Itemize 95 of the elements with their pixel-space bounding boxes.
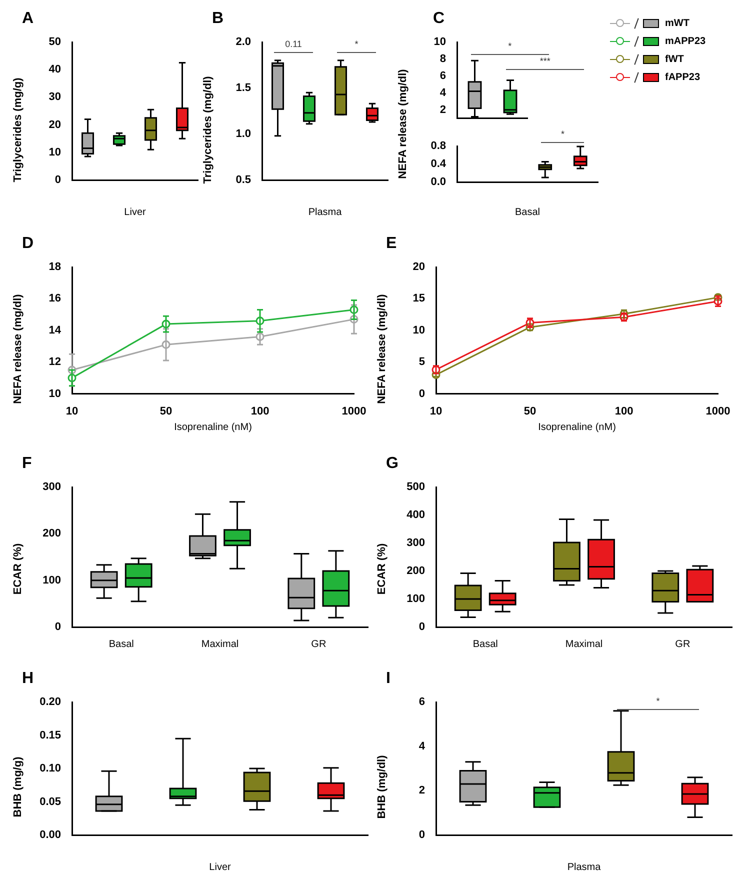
chart-title: F xyxy=(22,455,32,473)
y-tick-label: 40 xyxy=(48,64,61,76)
x-tick-label: 10 xyxy=(66,405,78,418)
x-tick-label: 50 xyxy=(160,405,172,418)
y-tick-label: 0 xyxy=(54,621,61,634)
y-tick-label: 100 xyxy=(42,574,61,586)
y-tick-label: 500 xyxy=(406,481,425,494)
y-tick-label: 0.15 xyxy=(40,729,61,742)
legend-label: mAPP23 xyxy=(665,36,706,46)
y-tick-label: 0.00 xyxy=(40,829,61,842)
chart-title: A xyxy=(22,10,34,28)
y-tick-label: 2.0 xyxy=(236,36,251,48)
y-tick-label: 5 xyxy=(418,356,425,368)
chart-title: D xyxy=(22,235,34,253)
y-tick-label: 300 xyxy=(406,537,425,550)
x-tick-label: GR xyxy=(675,638,690,650)
significance-bracket: * xyxy=(617,696,699,710)
x-tick-label: Basal xyxy=(472,638,498,650)
y-tick-label: 1.0 xyxy=(236,128,251,140)
x-axis-title: Basal xyxy=(514,206,540,218)
x-axis-title: Isoprenaline (nM) xyxy=(174,422,252,433)
y-tick-label: 300 xyxy=(42,481,61,494)
legend-label: mWT xyxy=(665,18,690,28)
significance-bracket: * xyxy=(470,41,550,56)
legend-label: fAPP23 xyxy=(665,72,700,82)
x-axis-title: Liver xyxy=(124,206,146,218)
y-tick-label: 1.5 xyxy=(236,82,251,94)
x-axis-title: Plasma xyxy=(308,206,342,218)
x-tick-label: 100 xyxy=(250,405,270,418)
chart-title: E xyxy=(386,235,397,253)
y-tick-label: 6 xyxy=(440,70,446,82)
y-tick-label: 200 xyxy=(42,528,61,540)
y-tick-label: 4 xyxy=(418,740,426,752)
x-tick-label: 50 xyxy=(524,405,536,418)
y-axis-title: NEFA release (mg/dl) xyxy=(397,68,409,178)
x-tick-label: 1000 xyxy=(706,405,730,418)
chart-title: C xyxy=(433,10,445,28)
y-axis-title: BHB (mg/g) xyxy=(12,756,24,818)
y-axis-title: BHB (mg/dl) xyxy=(376,755,388,819)
y-tick-label: 0 xyxy=(54,174,61,186)
y-tick-label: 15 xyxy=(412,292,425,305)
significance-bracket: *** xyxy=(506,56,584,70)
y-tick-label: 6 xyxy=(418,696,425,708)
y-axis-title: Triglycerides (mg/g) xyxy=(12,78,24,182)
y-tick-label: 0.0 xyxy=(430,176,446,188)
chart-title: B xyxy=(212,10,224,28)
x-tick-label: Maximal xyxy=(201,638,239,650)
chart-title: I xyxy=(386,670,390,688)
y-tick-label: 0 xyxy=(418,829,425,842)
y-tick-label: 10 xyxy=(48,146,61,158)
x-tick-label: Maximal xyxy=(565,638,603,650)
y-tick-label: 8 xyxy=(440,53,446,66)
y-tick-label: 0 xyxy=(418,388,425,400)
y-tick-label: 10 xyxy=(434,36,446,48)
y-tick-label: 50 xyxy=(48,36,61,48)
y-axis-title: NEFA release (mg/dl) xyxy=(376,294,388,404)
significance-bracket: * xyxy=(541,129,584,144)
chart-title: G xyxy=(386,455,398,473)
chart-title: H xyxy=(22,670,34,688)
y-tick-label: 2 xyxy=(440,104,446,116)
x-tick-label: GR xyxy=(311,638,326,650)
legend-label: fWT xyxy=(665,54,684,64)
y-tick-label: 0.5 xyxy=(236,174,251,186)
y-tick-label: 16 xyxy=(48,292,61,305)
significance-bracket: 0.11 xyxy=(274,38,314,53)
x-axis-title: Plasma xyxy=(567,862,602,873)
y-tick-label: 400 xyxy=(406,509,425,522)
y-tick-label: 0.4 xyxy=(430,158,447,170)
y-tick-label: 10 xyxy=(412,324,425,336)
y-tick-label: 0.20 xyxy=(40,696,61,708)
x-axis-title: Liver xyxy=(209,862,232,873)
y-tick-label: 20 xyxy=(412,261,425,274)
y-tick-label: 20 xyxy=(48,118,61,131)
y-tick-label: 0.05 xyxy=(40,796,61,808)
y-tick-label: 30 xyxy=(48,91,61,104)
y-axis-title: ECAR (%) xyxy=(12,543,24,595)
y-tick-label: 0.10 xyxy=(40,762,61,775)
y-tick-label: 0.8 xyxy=(430,140,446,152)
x-axis-title: Isoprenaline (nM) xyxy=(538,422,616,433)
y-tick-label: 100 xyxy=(406,593,425,606)
y-tick-label: 10 xyxy=(48,388,61,400)
y-tick-label: 0 xyxy=(418,621,425,634)
x-tick-label: 100 xyxy=(614,405,634,418)
y-tick-label: 2 xyxy=(418,784,425,797)
significance-bracket: * xyxy=(336,38,376,53)
y-axis-title: Triglycerides (mg/dl) xyxy=(202,76,214,184)
y-tick-label: 200 xyxy=(406,565,425,578)
y-tick-label: 14 xyxy=(48,324,62,336)
y-tick-label: 4 xyxy=(440,86,447,99)
y-tick-label: 18 xyxy=(48,261,61,274)
y-axis-title: ECAR (%) xyxy=(376,543,388,595)
x-tick-label: Basal xyxy=(108,638,134,650)
x-tick-label: 1000 xyxy=(342,405,366,418)
y-tick-label: 12 xyxy=(48,356,61,368)
y-axis-title: NEFA release (mg/dl) xyxy=(12,294,24,404)
